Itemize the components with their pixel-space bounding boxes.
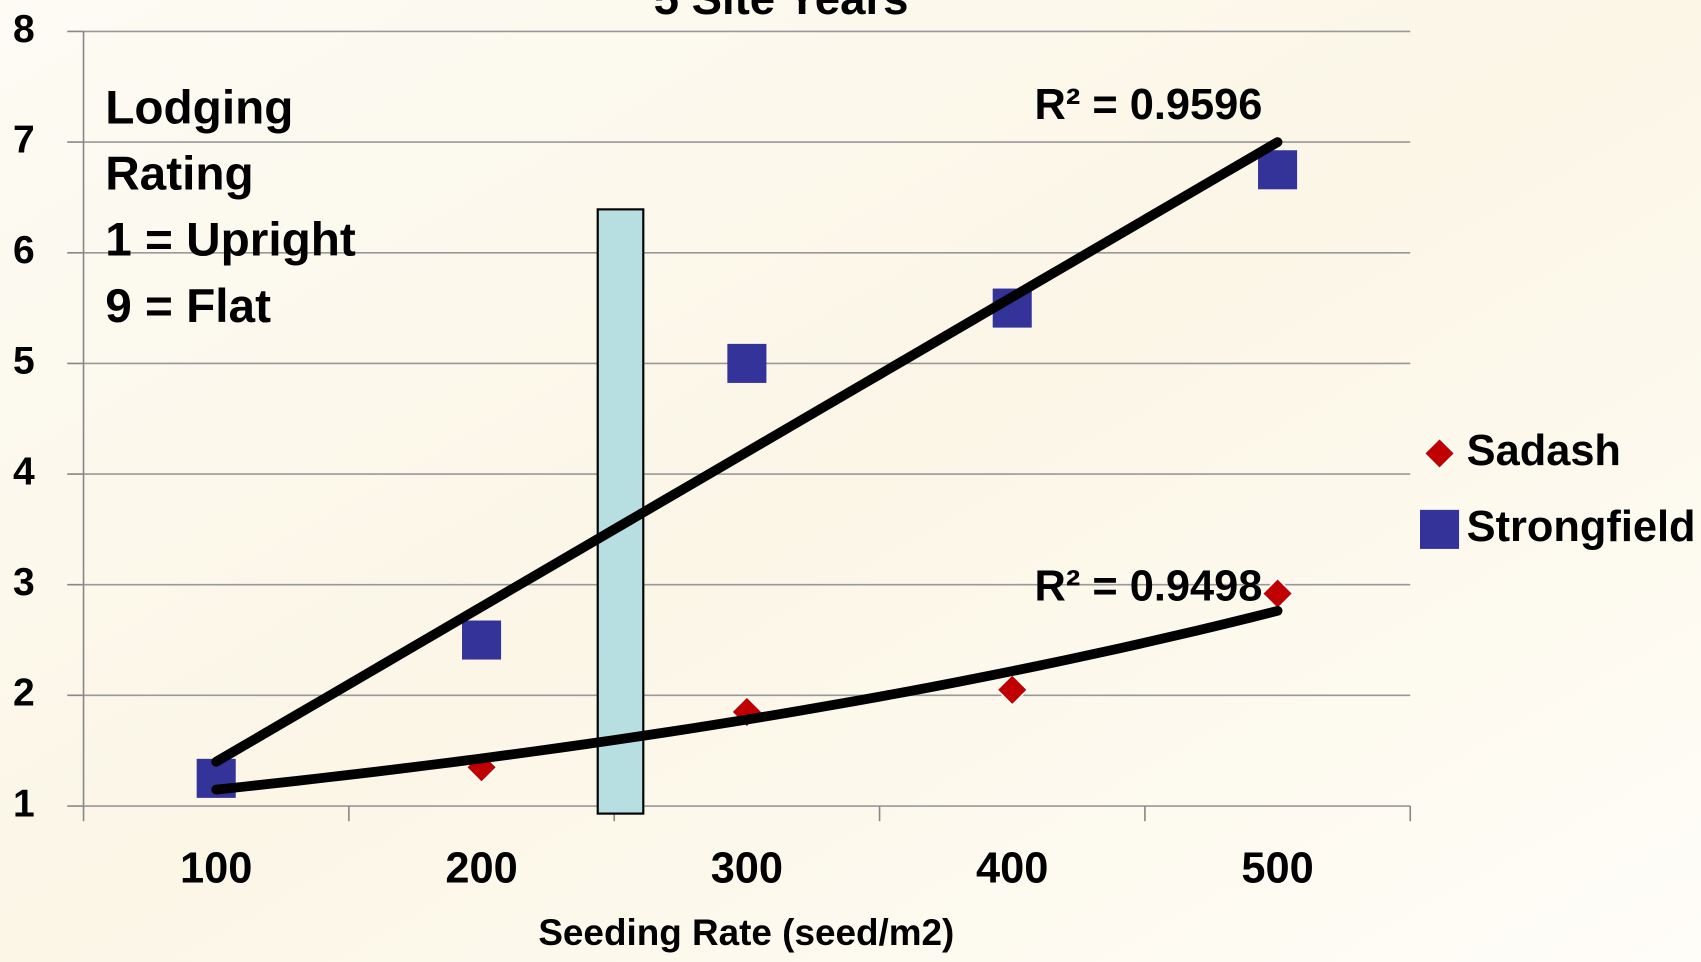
point [1258, 150, 1298, 190]
annotation: 9 = Flat [105, 280, 271, 333]
y-tick-label: 3 [13, 561, 35, 604]
x-tick-label: 500 [1241, 845, 1313, 893]
chart-title: 5 Site Years [654, 0, 909, 24]
point [462, 620, 502, 660]
x-tick-label: 300 [711, 845, 783, 893]
y-tick-label: 4 [13, 450, 35, 493]
plot: 5 Site Years Seeding Rate (seed/m2) 1 2 3 4… [13, 0, 1696, 953]
legend-marker [1420, 509, 1460, 549]
trendline-label: R² = 0.9498 [1035, 563, 1263, 611]
point [995, 673, 1029, 707]
point [727, 343, 767, 383]
annotation: Rating [105, 147, 253, 200]
trendline [211, 605, 1283, 795]
x-tick-label: 200 [445, 845, 517, 893]
y-tick-label: 5 [13, 340, 35, 383]
legend-label: Strongfield [1467, 503, 1696, 551]
y-tick-label: 1 [13, 782, 35, 825]
y-tick-label: 2 [13, 672, 35, 715]
trendline-label: R² = 0.9596 [1035, 81, 1263, 129]
y-tick-label: 7 [13, 118, 35, 161]
x-axis-label: Seeding Rate (seed/m2) [538, 912, 954, 953]
y-tick-label: 6 [13, 229, 35, 272]
annotation: Lodging [105, 81, 293, 134]
y-tick-label: 8 [13, 8, 35, 51]
x-tick-label: 400 [976, 845, 1048, 893]
legend-label: Sadash [1467, 427, 1621, 475]
annotation: 1 = Upright [105, 214, 356, 267]
legend-marker [1423, 437, 1456, 470]
x-tick-label: 100 [180, 845, 252, 893]
trendline [211, 137, 1283, 767]
